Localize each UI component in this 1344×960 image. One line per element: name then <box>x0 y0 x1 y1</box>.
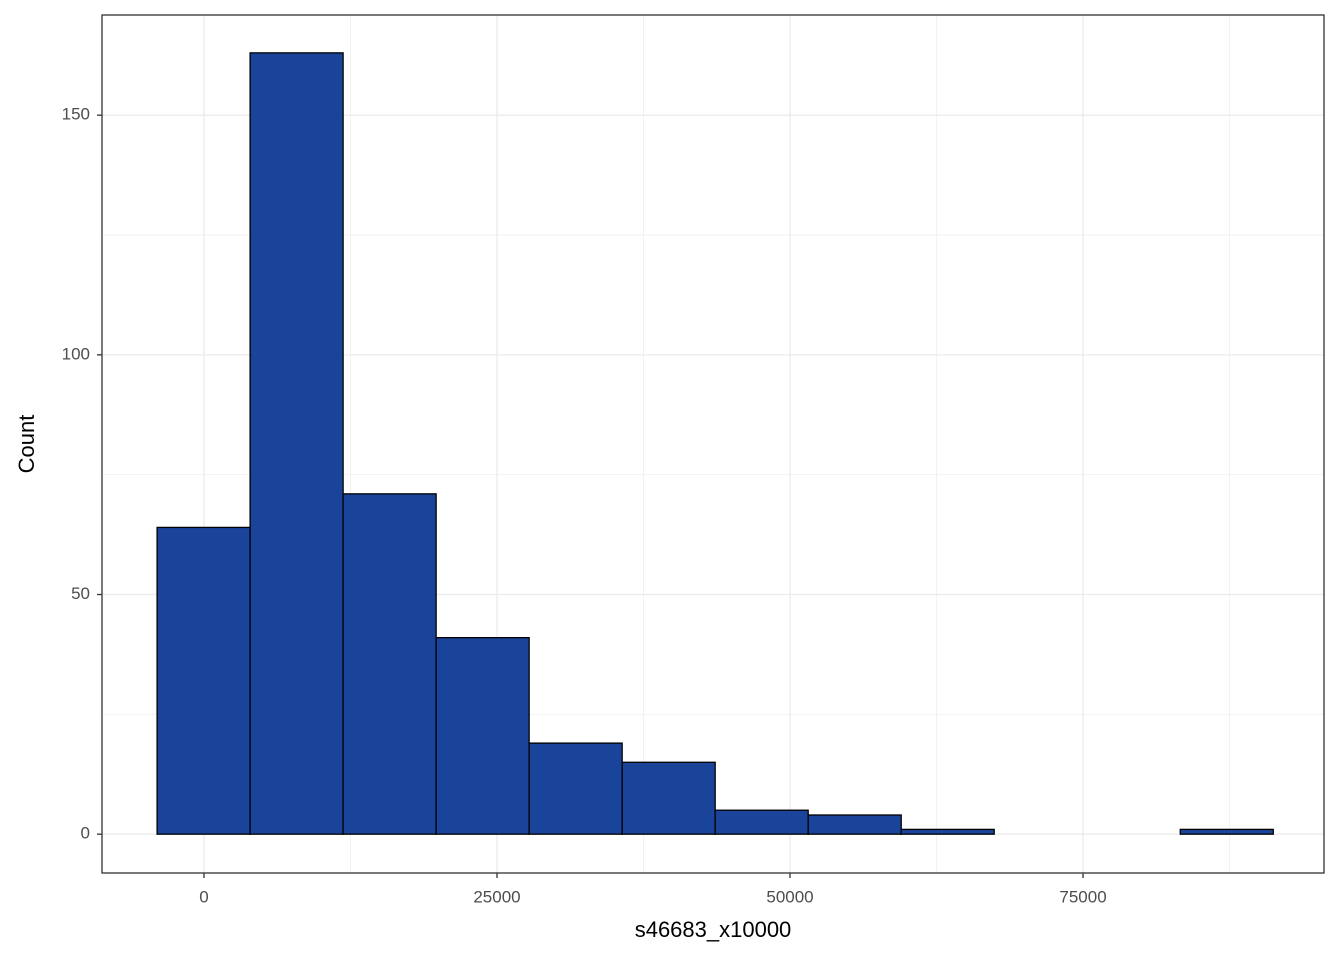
y-tick-label: 100 <box>62 344 90 363</box>
bar <box>1179 828 1274 835</box>
x-tick-label: 25000 <box>473 887 520 906</box>
y-axis-title: Count <box>14 415 39 474</box>
bar <box>714 809 809 835</box>
bar <box>528 742 623 835</box>
bar <box>249 52 344 835</box>
y-tick-label: 150 <box>62 105 90 124</box>
bar <box>900 828 995 835</box>
grid <box>102 15 1324 873</box>
bar <box>342 493 437 835</box>
bar <box>621 761 716 835</box>
x-tick-label: 0 <box>199 887 208 906</box>
x-axis-title: s46683_x10000 <box>635 917 792 942</box>
bar <box>435 636 530 835</box>
y-tick-label: 0 <box>81 824 90 843</box>
bars <box>156 52 1274 835</box>
x-tick-label: 50000 <box>766 887 813 906</box>
y-tick-label: 50 <box>71 584 90 603</box>
bar <box>156 526 251 835</box>
bar <box>807 814 902 835</box>
panel-border <box>101 14 1325 874</box>
x-tick-label: 75000 <box>1059 887 1106 906</box>
